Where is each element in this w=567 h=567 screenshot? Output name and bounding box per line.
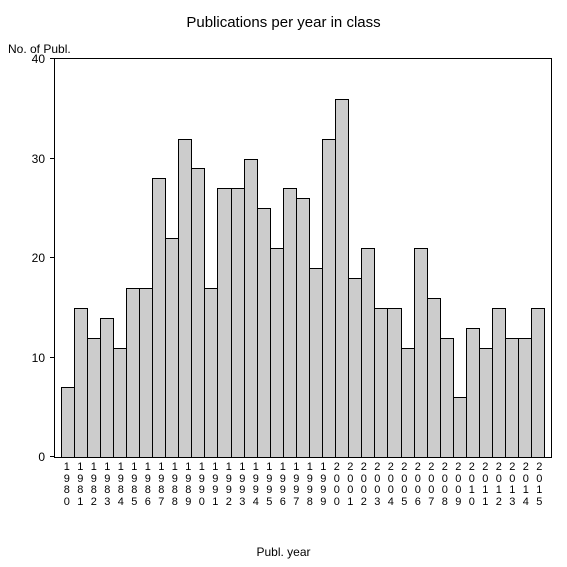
y-tick-mark	[50, 58, 55, 59]
bar	[374, 308, 388, 457]
x-tick-label: 1980	[60, 462, 74, 508]
bar	[61, 387, 75, 457]
bar	[283, 188, 297, 457]
y-tick-label: 0	[38, 450, 55, 464]
x-tick-label: 1988	[168, 462, 182, 508]
bar	[74, 308, 88, 457]
bar	[361, 248, 375, 457]
x-tick-label: 2013	[506, 462, 520, 508]
x-tick-label: 2000	[330, 462, 344, 508]
bar	[335, 99, 349, 457]
bar	[204, 288, 218, 457]
bar	[401, 348, 415, 457]
bar	[440, 338, 454, 457]
x-tick-label: 2011	[479, 462, 493, 508]
x-tick-label: 2002	[357, 462, 371, 508]
x-tick-label: 1994	[249, 462, 263, 508]
x-tick-label: 2003	[371, 462, 385, 508]
y-tick-mark	[50, 257, 55, 258]
x-tick-label: 2010	[465, 462, 479, 508]
x-tick-label: 2015	[533, 462, 547, 508]
x-tick-label: 1982	[87, 462, 101, 508]
bar	[113, 348, 127, 457]
x-tick-label: 2014	[519, 462, 533, 508]
bar	[387, 308, 401, 457]
y-tick-mark	[50, 357, 55, 358]
bar	[178, 139, 192, 457]
x-labels: 1980198119821983198419851986198719881989…	[60, 462, 546, 508]
bar	[87, 338, 101, 457]
bar	[322, 139, 336, 457]
x-tick-label: 1984	[114, 462, 128, 508]
bar	[152, 178, 166, 457]
x-tick-label: 1998	[303, 462, 317, 508]
bar	[231, 188, 245, 457]
bar	[126, 288, 140, 457]
bar	[518, 338, 532, 457]
publications-bar-chart: Publications per year in class No. of Pu…	[0, 0, 567, 567]
bar	[505, 338, 519, 457]
x-tick-label: 1992	[222, 462, 236, 508]
bar	[244, 159, 258, 458]
bar	[257, 208, 271, 457]
bar	[348, 278, 362, 457]
x-tick-label: 1985	[128, 462, 142, 508]
y-tick-label: 40	[32, 52, 55, 66]
x-tick-label: 1995	[263, 462, 277, 508]
x-tick-label: 2006	[411, 462, 425, 508]
x-tick-label: 1990	[195, 462, 209, 508]
chart-title: Publications per year in class	[0, 14, 567, 31]
bar	[531, 308, 545, 457]
x-tick-label: 2012	[492, 462, 506, 508]
x-tick-label: 1996	[276, 462, 290, 508]
y-tick-label: 10	[32, 351, 55, 365]
x-axis-title: Publ. year	[0, 545, 567, 559]
bar	[466, 328, 480, 457]
bar	[100, 318, 114, 457]
bar	[492, 308, 506, 457]
x-tick-label: 1999	[317, 462, 331, 508]
x-tick-label: 1981	[74, 462, 88, 508]
x-tick-label: 1983	[101, 462, 115, 508]
bar	[217, 188, 231, 457]
x-tick-label: 2007	[425, 462, 439, 508]
x-tick-label: 1991	[209, 462, 223, 508]
x-tick-label: 1986	[141, 462, 155, 508]
x-tick-label: 2004	[384, 462, 398, 508]
y-tick-label: 30	[32, 152, 55, 166]
bar	[191, 168, 205, 457]
bar	[165, 238, 179, 457]
bar	[453, 397, 467, 457]
y-tick-mark	[50, 456, 55, 457]
bar	[270, 248, 284, 457]
bars-container	[61, 59, 545, 457]
x-tick-label: 1997	[290, 462, 304, 508]
bar	[414, 248, 428, 457]
bar	[296, 198, 310, 457]
x-tick-label: 2005	[398, 462, 412, 508]
bar	[309, 268, 323, 457]
y-tick-mark	[50, 158, 55, 159]
x-tick-label: 1993	[236, 462, 250, 508]
x-tick-label: 2008	[438, 462, 452, 508]
bar	[479, 348, 493, 457]
x-tick-label: 1989	[182, 462, 196, 508]
x-tick-label: 1987	[155, 462, 169, 508]
plot-area: 010203040	[54, 58, 552, 458]
bar	[427, 298, 441, 457]
y-tick-label: 20	[32, 251, 55, 265]
x-tick-label: 2001	[344, 462, 358, 508]
x-tick-label: 2009	[452, 462, 466, 508]
bar	[139, 288, 153, 457]
